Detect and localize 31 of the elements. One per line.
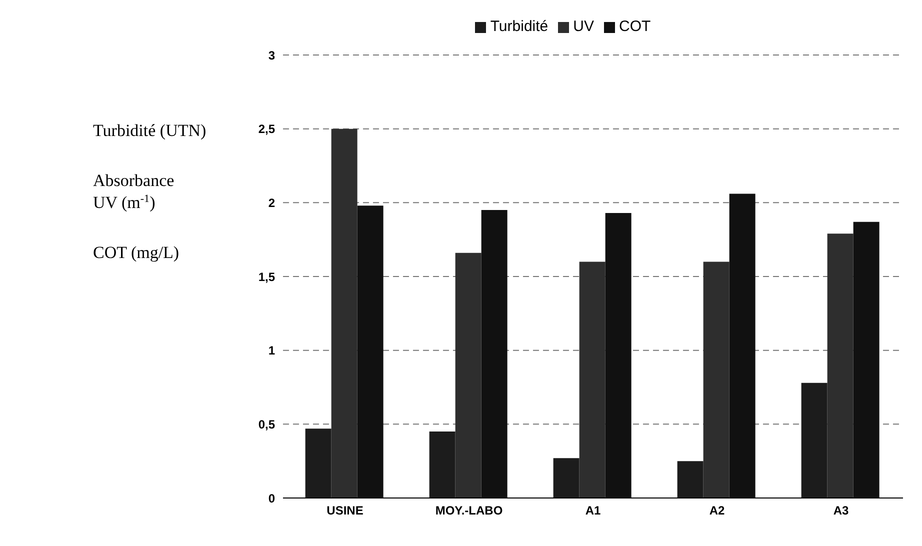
bar [331,128,358,498]
x-tick-label: USINE [326,504,364,518]
x-tick-label: A2 [709,504,725,518]
bar [553,458,580,498]
y-tick-label: 1 [268,344,276,358]
bar [677,461,704,498]
y-tick-label: 3 [268,48,276,62]
bar [481,210,508,498]
bar [579,262,606,498]
bar [455,252,482,498]
bar [827,234,854,498]
bar [357,206,384,498]
y-tick-label: 0 [268,491,276,506]
x-tick-label: A1 [585,504,601,518]
bar [801,382,828,498]
legend-label: COT [618,18,651,35]
y-tick-label: 1,5 [258,270,276,284]
legend-label: UV [573,18,594,35]
bar [729,194,756,498]
text: Turbidité (UTN) Absorbance UV (m$^{-1}$) COT (mg/L) [93,121,206,262]
bar [605,213,632,498]
bar [853,222,880,498]
x-tick-label: A3 [833,504,849,518]
bar [305,428,332,498]
bar [429,432,456,498]
bar [703,262,730,498]
legend-label: Turbidité [490,18,548,35]
y-tick-label: 0,5 [258,417,276,432]
y-tick-label: 2 [268,196,276,210]
y-tick-label: 2,5 [258,122,276,136]
x-tick-label: MOY.-LABO [435,504,503,518]
